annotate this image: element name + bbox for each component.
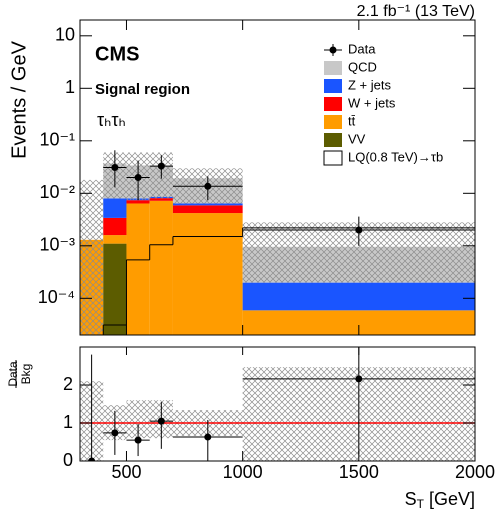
x-label-unit: [GeV] <box>429 489 475 509</box>
legend-swatch <box>324 133 342 147</box>
data-point <box>111 429 119 437</box>
data-point <box>134 436 142 444</box>
x-axis-label: ST [GeV] <box>405 489 475 511</box>
stack-bar <box>172 205 243 214</box>
x-tick-label: 2000 <box>455 462 495 482</box>
region-label: Signal region <box>95 81 190 98</box>
legend-swatch <box>324 115 342 129</box>
x-label-main: S <box>405 489 417 509</box>
ratio-label-num: Data <box>6 361 20 387</box>
y-tick-label: 0 <box>63 450 73 470</box>
axes: 10⁻⁴ 10⁻³ 10⁻² 10⁻¹ 1 10 0 1 2 500 1000 1500 2000 <box>38 19 495 482</box>
x-tick-label: 1000 <box>223 462 263 482</box>
stack-bar <box>126 200 150 204</box>
data-point <box>157 162 165 170</box>
legend-label: W + jets <box>348 95 396 110</box>
legend-swatch <box>324 61 342 75</box>
legend-label: Z + jets <box>348 77 391 92</box>
y-tick-label: 10⁻³ <box>39 235 75 255</box>
legend-swatch <box>324 97 342 111</box>
lumi-label: 2.1 fb⁻¹ (13 TeV) <box>357 3 475 20</box>
stack-bar <box>242 282 475 311</box>
legend-swatch <box>324 79 342 93</box>
y-tick-label: 1 <box>65 77 75 97</box>
y-tick-label: 10⁻⁴ <box>38 287 75 307</box>
frame <box>79 19 476 336</box>
data-point <box>134 174 142 181</box>
experiment-label: CMS <box>95 43 139 65</box>
legend-label: Data <box>348 41 376 56</box>
data-point <box>355 226 363 234</box>
frame <box>79 346 476 462</box>
y-axis-label: Events / GeV <box>8 40 30 158</box>
stack-bar <box>172 203 243 206</box>
stack-bar <box>149 200 173 335</box>
stack-bar <box>126 203 150 335</box>
y-tick-label: 2 <box>63 374 73 394</box>
stack-bar <box>149 198 173 201</box>
legend: Data QCD Z + jets W + jets tt̄ VV LQ(0.8 TeV)→… <box>323 41 443 166</box>
legend-label: VV <box>348 131 366 146</box>
legend-label: tt̄ <box>348 113 356 128</box>
data-point <box>355 375 363 383</box>
ratio-label-den: Bkg <box>19 364 33 385</box>
stack-bar <box>103 198 127 218</box>
ratio-plot <box>80 347 475 461</box>
data-point <box>88 457 96 461</box>
legend-label: QCD <box>348 59 377 74</box>
stack-bar <box>103 243 127 335</box>
data-point <box>157 417 165 425</box>
data-point <box>204 433 212 441</box>
x-label-sub: T <box>417 497 425 511</box>
uncertainty-band <box>126 400 150 439</box>
channel-label: τₕτₕ <box>97 110 126 130</box>
y-tick-label: 10 <box>55 25 75 45</box>
y-tick-label: 10⁻¹ <box>39 130 75 150</box>
stack-bar <box>172 213 243 335</box>
x-tick-label: 500 <box>111 462 141 482</box>
x-tick-label: 1500 <box>339 462 379 482</box>
stack-bar <box>103 235 127 244</box>
data-point <box>204 182 212 190</box>
y-tick-label: 1 <box>63 412 73 432</box>
stack-bar <box>103 217 127 236</box>
y-tick-label: 10⁻² <box>39 182 75 202</box>
legend-label: LQ(0.8 TeV)→τb <box>348 149 443 164</box>
uncertainty-band <box>80 179 104 335</box>
legend-swatch <box>323 150 343 166</box>
data-point <box>111 164 119 172</box>
legend-marker <box>329 46 337 54</box>
main-plot <box>80 150 475 335</box>
